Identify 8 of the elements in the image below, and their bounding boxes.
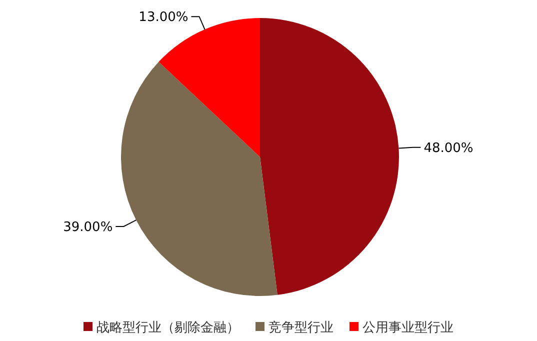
legend-label: 竞争型行业 bbox=[268, 320, 334, 336]
pie-slice bbox=[121, 62, 278, 296]
legend-label: 公用事业型行业 bbox=[362, 320, 454, 336]
data-label: 13.00% bbox=[138, 10, 188, 26]
data-label: 39.00% bbox=[63, 220, 113, 236]
pie-slice bbox=[260, 18, 399, 295]
legend-label: 战略型行业（剔除金融） bbox=[96, 320, 240, 336]
data-label: 48.00% bbox=[424, 140, 474, 156]
